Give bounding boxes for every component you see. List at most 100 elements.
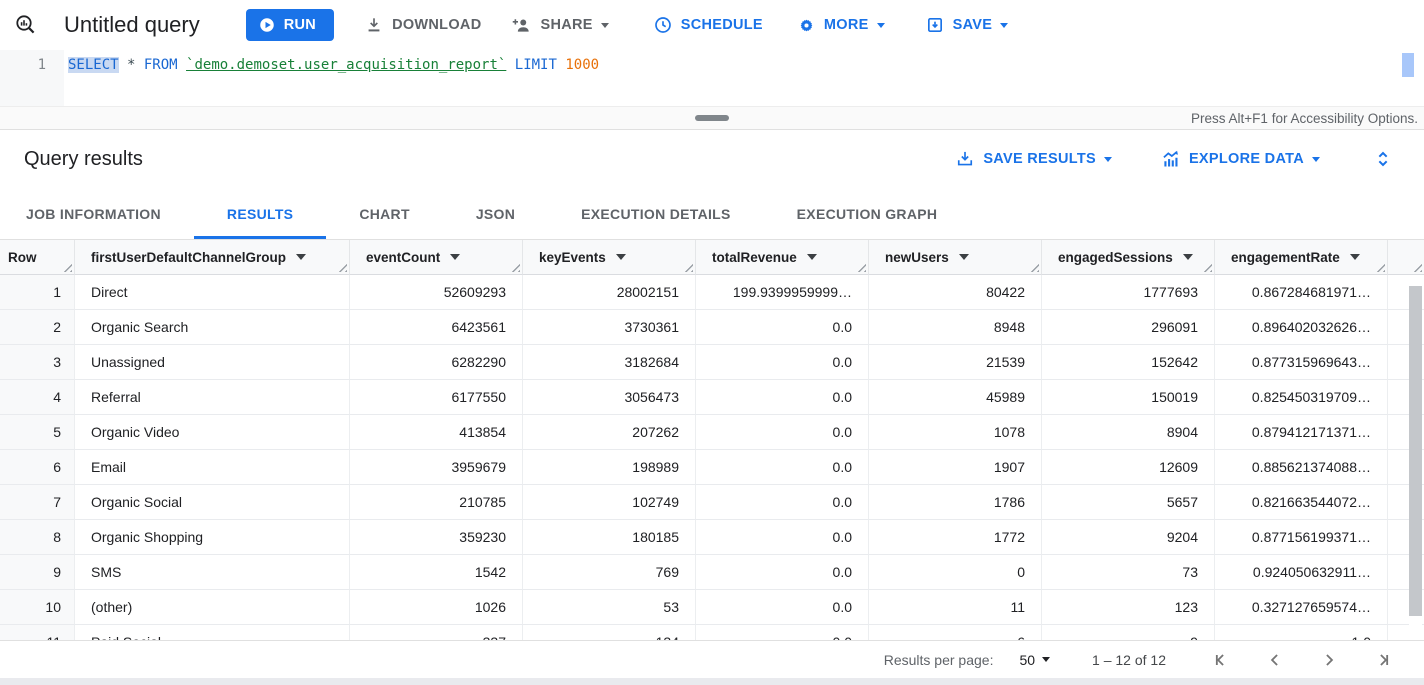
table-cell: (other) (75, 590, 350, 625)
table-cell: 180185 (523, 520, 696, 555)
resize-handle[interactable] (1413, 263, 1422, 272)
sql-token: FROM (143, 57, 178, 73)
table-scrollbar[interactable] (1409, 280, 1422, 632)
sql-token: `demo.demoset.user_acquisition_report` (186, 57, 507, 73)
table-cell: 0.0 (696, 590, 869, 625)
sql-editor[interactable]: 1 SELECT * FROM `demo.demoset.user_acqui… (0, 50, 1424, 106)
query-title[interactable]: Untitled query (64, 12, 200, 37)
drag-handle[interactable] (695, 115, 729, 121)
table-cell: 1777693 (1042, 275, 1215, 310)
table-row: 10 (other) 1026 53 0.0 11 123 0.327127659574… (0, 590, 1424, 625)
table-cell: 11 (869, 590, 1042, 625)
row-number-cell: 10 (0, 590, 75, 625)
page-size-select[interactable]: 50 (1019, 652, 1051, 668)
save-button[interactable]: SAVE (925, 15, 1009, 35)
explore-data-button[interactable]: EXPLORE DATA (1160, 149, 1320, 170)
first-page-icon[interactable] (1211, 650, 1231, 670)
sql-token (178, 57, 186, 73)
table-cell: 0.0 (696, 625, 869, 640)
table-cell: 6423561 (350, 310, 523, 345)
resize-handle[interactable] (63, 263, 72, 272)
table-cell: 0.924050632911… (1215, 555, 1388, 590)
table-cell: 134 (523, 625, 696, 640)
caret-down-icon (1103, 156, 1112, 162)
tab-execution-graph[interactable]: EXECUTION GRAPH (796, 205, 938, 222)
column-menu-caret[interactable] (806, 254, 817, 260)
row-number-cell: 5 (0, 415, 75, 450)
column-label: eventCount (366, 249, 441, 265)
column-menu-caret[interactable] (615, 254, 626, 260)
table-cell: 9204 (1042, 520, 1215, 555)
column-header-keyEvents: keyEvents (523, 240, 696, 275)
run-button[interactable]: RUN (245, 9, 335, 41)
save-results-button[interactable]: SAVE RESULTS (955, 149, 1112, 169)
query-icon (14, 13, 38, 37)
last-page-icon[interactable] (1373, 650, 1393, 670)
table-cell: 1907 (869, 450, 1042, 485)
editor-scrollbar[interactable] (1402, 53, 1414, 77)
table-cell: Referral (75, 380, 350, 415)
table-row: 5 Organic Video 413854 207262 0.0 1078 8904 0.8… (0, 415, 1424, 450)
table-cell: Unassigned (75, 345, 350, 380)
resize-handle[interactable] (1203, 263, 1212, 272)
column-header-firstUserDefaultChannelGroup: firstUserDefaultChannelGroup (75, 240, 350, 275)
column-menu-caret[interactable] (1182, 254, 1193, 260)
resize-handle[interactable] (511, 263, 520, 272)
resize-handle[interactable] (857, 263, 866, 272)
schedule-button[interactable]: SCHEDULE (653, 15, 763, 35)
table-cell: 359230 (350, 520, 523, 555)
tab-json[interactable]: JSON (475, 205, 516, 222)
tab-job-information[interactable]: JOB INFORMATION (26, 205, 161, 222)
expand-collapse-button[interactable] (1372, 148, 1394, 170)
column-menu-caret[interactable] (450, 254, 461, 260)
table-cell: 3959679 (350, 450, 523, 485)
table-cell: 12609 (1042, 450, 1215, 485)
download-icon (364, 15, 384, 35)
sql-code-line[interactable]: SELECT * FROM `demo.demoset.user_acquisi… (64, 50, 1424, 106)
table-cell: 0.0 (696, 555, 869, 590)
more-button[interactable]: MORE (797, 16, 885, 35)
table-cell: 0.0 (696, 485, 869, 520)
table-cell: 1026 (350, 590, 523, 625)
window-bottom-edge (0, 678, 1424, 685)
query-toolbar: Untitled query RUN DOWNLOAD (0, 0, 1424, 50)
table-cell: 1078 (869, 415, 1042, 450)
results-header: Query results SAVE RESULTS EXPLORE DATA (0, 130, 1424, 188)
share-button[interactable]: SHARE (511, 15, 609, 36)
gear-icon (797, 16, 816, 35)
table-cell: 28002151 (523, 275, 696, 310)
column-menu-caret[interactable] (1349, 254, 1360, 260)
table-cell: Paid Social (75, 625, 350, 640)
table-row: 4 Referral 6177550 3056473 0.0 45989 150019 0.8… (0, 380, 1424, 415)
column-menu-caret[interactable] (958, 254, 969, 260)
table-cell: 337 (350, 625, 523, 640)
resize-handle[interactable] (1030, 263, 1039, 272)
tab-execution-details[interactable]: EXECUTION DETAILS (581, 205, 731, 222)
resize-handle[interactable] (1376, 263, 1385, 272)
prev-page-icon[interactable] (1265, 650, 1285, 670)
table-cell: 1786 (869, 485, 1042, 520)
caret-down-icon (1042, 657, 1051, 662)
table-cell: 0.821663544072… (1215, 485, 1388, 520)
table-cell: 3056473 (523, 380, 696, 415)
resize-handle[interactable] (684, 263, 693, 272)
column-menu-caret[interactable] (296, 254, 307, 260)
scrollbar-thumb[interactable] (1409, 286, 1422, 616)
table-cell: Direct (75, 275, 350, 310)
next-page-icon[interactable] (1319, 650, 1339, 670)
table-cell: 1772 (869, 520, 1042, 555)
table-cell: 9 (1042, 625, 1215, 640)
caret-down-icon (876, 22, 885, 28)
table-cell: 5657 (1042, 485, 1215, 520)
table-cell: 199.9399959999… (696, 275, 869, 310)
download-button[interactable]: DOWNLOAD (364, 15, 481, 35)
tab-results[interactable]: RESULTS (194, 188, 326, 239)
row-number-cell: 4 (0, 380, 75, 415)
table-row: 9 SMS 1542 769 0.0 0 73 0.924050632911… (0, 555, 1424, 590)
pagination-bar: Results per page: 50 1 – 12 of 12 (0, 640, 1424, 678)
table-row: 6 Email 3959679 198989 0.0 1907 12609 0.8856213… (0, 450, 1424, 485)
table-cell: 150019 (1042, 380, 1215, 415)
resize-handle[interactable] (338, 263, 347, 272)
caret-down-icon (1000, 22, 1009, 28)
tab-chart[interactable]: CHART (359, 205, 410, 222)
